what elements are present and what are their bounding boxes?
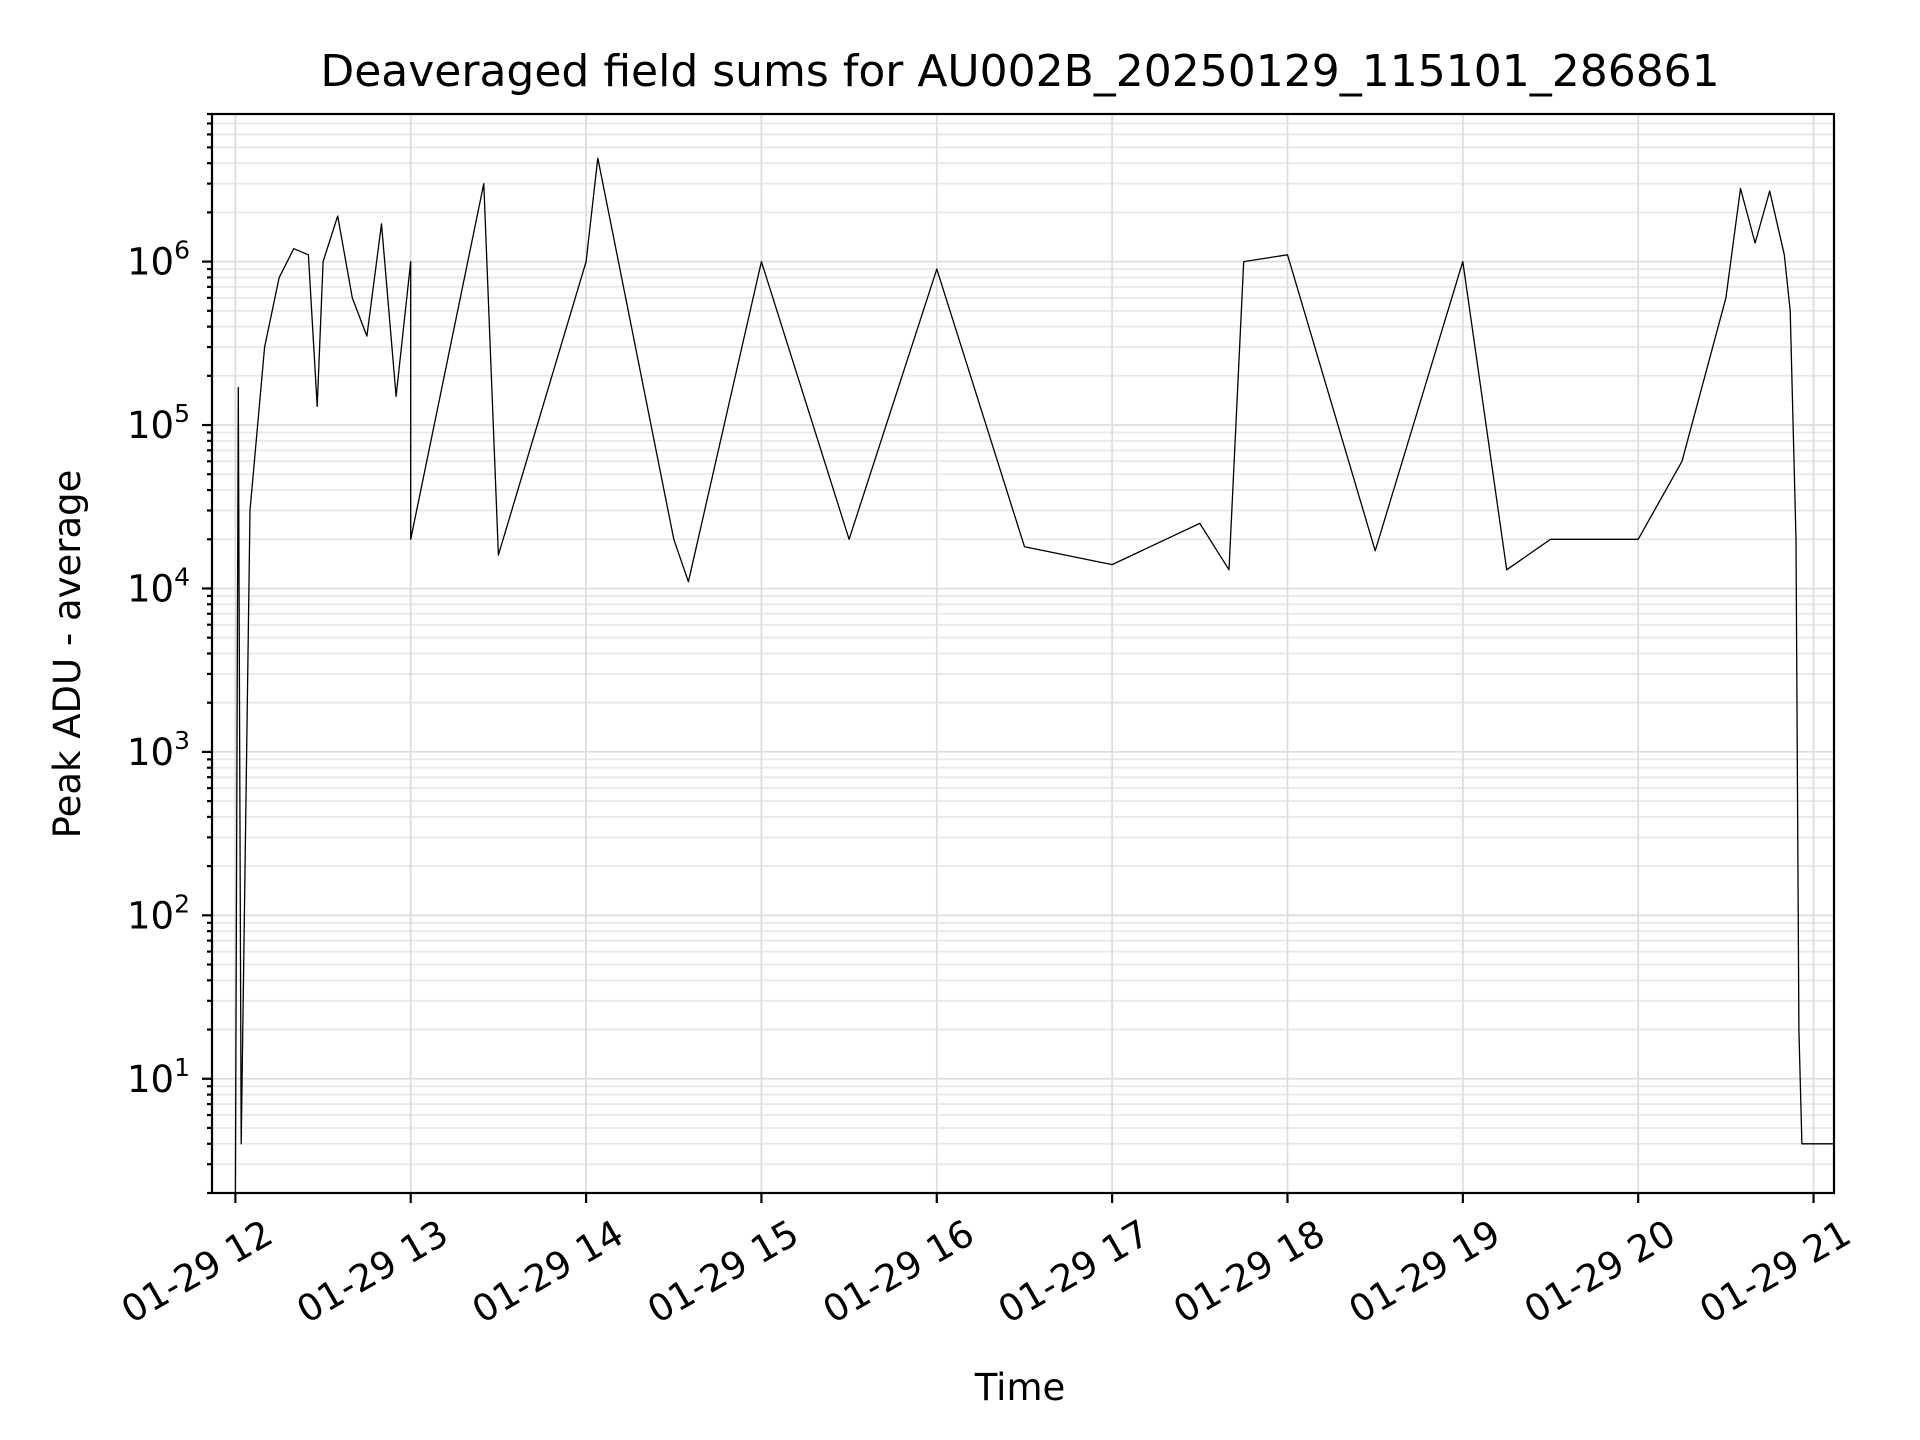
y-tick-label: 101 — [127, 1053, 190, 1101]
series-layer — [234, 157, 1834, 1194]
x-tick-label: 01-29 17 — [991, 1212, 1157, 1332]
y-tick-label: 105 — [127, 399, 190, 447]
series-line — [234, 157, 1834, 1194]
x-tick-label: 01-29 12 — [114, 1212, 280, 1332]
x-tick-label: 01-29 18 — [1166, 1212, 1332, 1332]
x-tick-label: 01-29 15 — [640, 1212, 806, 1332]
y-axis-label: Peak ADU - average — [46, 470, 89, 839]
y-tick-label: 103 — [127, 726, 190, 774]
x-tick-label: 01-29 14 — [465, 1212, 631, 1332]
y-tick-label: 106 — [127, 236, 190, 284]
x-tick-label: 01-29 21 — [1692, 1212, 1858, 1332]
grid — [212, 113, 1834, 1194]
x-tick-label: 01-29 19 — [1342, 1212, 1508, 1332]
x-tick-label: 01-29 16 — [816, 1212, 982, 1332]
chart-title: Deaveraged field sums for AU002B_2025012… — [320, 46, 1719, 97]
x-tick-label: 01-29 13 — [290, 1212, 456, 1332]
x-tick-label: 01-29 20 — [1517, 1212, 1683, 1332]
x-axis-label: Time — [974, 1366, 1066, 1409]
y-tick-label: 104 — [127, 562, 190, 610]
y-tick-label: 102 — [127, 889, 190, 937]
